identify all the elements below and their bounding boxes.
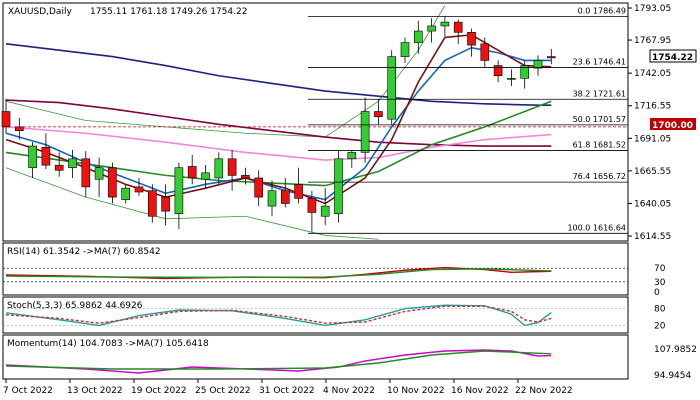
- indicator-line: [5, 305, 552, 324]
- price-tick-label: 1767.95: [634, 36, 671, 46]
- price-tick-label: 1716.55: [634, 102, 671, 112]
- date-tick-label: 22 Nov 2022: [515, 386, 573, 396]
- stoch-panel: [2, 296, 629, 334]
- candle: [1, 98, 11, 134]
- fib-label: 50.0 1701.57: [573, 115, 626, 124]
- date-tick-label: 19 Oct 2022: [131, 386, 187, 396]
- stoch-label: Stoch(5,3,3) 65.9862 44.6926: [7, 301, 143, 311]
- candle: [347, 149, 357, 168]
- candle: [148, 184, 157, 223]
- rsi-label: RSI(14) 61.3542 ->MA(7) 60.8542: [7, 247, 161, 257]
- candle: [520, 60, 530, 89]
- price-tick-label: 1665.55: [634, 167, 671, 177]
- indicator-line: [5, 350, 552, 370]
- date-tick-label: 10 Nov 2022: [387, 386, 445, 396]
- candle: [413, 20, 423, 55]
- candle: [267, 180, 277, 217]
- candle: [374, 98, 383, 125]
- candle: [294, 167, 303, 204]
- price-tick-label: 1640.05: [634, 199, 671, 209]
- candle: [68, 149, 77, 178]
- indicator-tick-label: 80: [654, 305, 666, 315]
- momentum-label: Momentum(14) 104.7083 ->MA(7) 105.6418: [7, 339, 209, 349]
- symbol-label: XAUUSD,Daily: [8, 7, 72, 17]
- candle: [307, 190, 317, 232]
- indicator-line: [5, 349, 552, 374]
- candle: [54, 152, 64, 177]
- price-tick-label: 1742.05: [634, 69, 671, 79]
- candle: [94, 157, 104, 198]
- candle: [241, 167, 250, 185]
- date-tick-label: 25 Oct 2022: [195, 386, 251, 396]
- date-tick-label: 13 Oct 2022: [67, 386, 123, 396]
- candle: [493, 60, 503, 83]
- candle: [320, 188, 330, 226]
- current-price-label: 1754.22: [652, 53, 693, 63]
- moving-average-0: [5, 43, 552, 106]
- date-tick-label: 16 Nov 2022: [451, 386, 509, 396]
- indicator-tick-label: 70: [654, 264, 666, 274]
- indicator-tick-label: 0: [654, 288, 660, 298]
- candle: [387, 50, 397, 125]
- candle: [28, 142, 37, 178]
- candle: [360, 97, 370, 163]
- candle: [254, 170, 263, 207]
- price-tick-label: 1793.05: [634, 4, 671, 14]
- indicator-tick-label: 20: [654, 321, 666, 331]
- ohlc-values: 1755.11 1761.18 1749.26 1754.22: [90, 7, 247, 17]
- indicator-line: [5, 268, 552, 279]
- candle: [453, 19, 463, 44]
- candle: [187, 154, 197, 185]
- candle: [174, 162, 184, 230]
- fib-label: 38.2 1721.61: [573, 89, 626, 98]
- price-tick-label: 1614.55: [634, 232, 671, 242]
- candle: [480, 37, 490, 67]
- candle: [161, 184, 170, 226]
- indicator-tick-label: 94.9454: [654, 371, 691, 381]
- current-price-box: [649, 49, 697, 63]
- date-tick-label: 7 Oct 2022: [3, 386, 53, 396]
- candle: [400, 37, 410, 63]
- candle: [334, 149, 343, 223]
- candle: [15, 117, 24, 140]
- fib-label: 76.4 1656.72: [573, 172, 626, 181]
- candle: [227, 149, 237, 191]
- candle: [81, 151, 91, 198]
- candle: [214, 152, 224, 185]
- fib-label: 61.8 1681.52: [573, 140, 626, 149]
- date-tick-label: 31 Oct 2022: [259, 386, 315, 396]
- candle: [533, 55, 543, 76]
- candle: [201, 165, 210, 189]
- candle: [121, 184, 130, 204]
- level-1700-label: 1700.00: [652, 121, 693, 131]
- candle: [280, 177, 290, 208]
- candle: [427, 18, 436, 43]
- rsi-panel: [2, 242, 629, 296]
- price-tick-label: 1691.05: [634, 134, 671, 144]
- indicator-tick-label: 107.9852: [654, 345, 697, 355]
- fib-label: 23.6 1746.41: [573, 58, 626, 67]
- candle: [108, 162, 117, 204]
- band-lower: [5, 167, 379, 240]
- moving-average-2: [5, 126, 552, 161]
- candle: [41, 133, 51, 170]
- candle: [507, 69, 516, 86]
- level-1700-box: [650, 118, 696, 130]
- date-tick-label: 4 Nov 2022: [323, 386, 375, 396]
- fib-label: 100.0 1616.64: [567, 223, 626, 232]
- band-upper: [5, 5, 446, 138]
- indicator-tick-label: 30: [654, 278, 666, 288]
- candle: [134, 177, 144, 196]
- momentum-panel: [2, 334, 629, 380]
- candle: [440, 15, 450, 37]
- candle: [467, 28, 476, 57]
- fib-label: 0.0 1786.49: [578, 6, 626, 15]
- candle: [546, 48, 556, 65]
